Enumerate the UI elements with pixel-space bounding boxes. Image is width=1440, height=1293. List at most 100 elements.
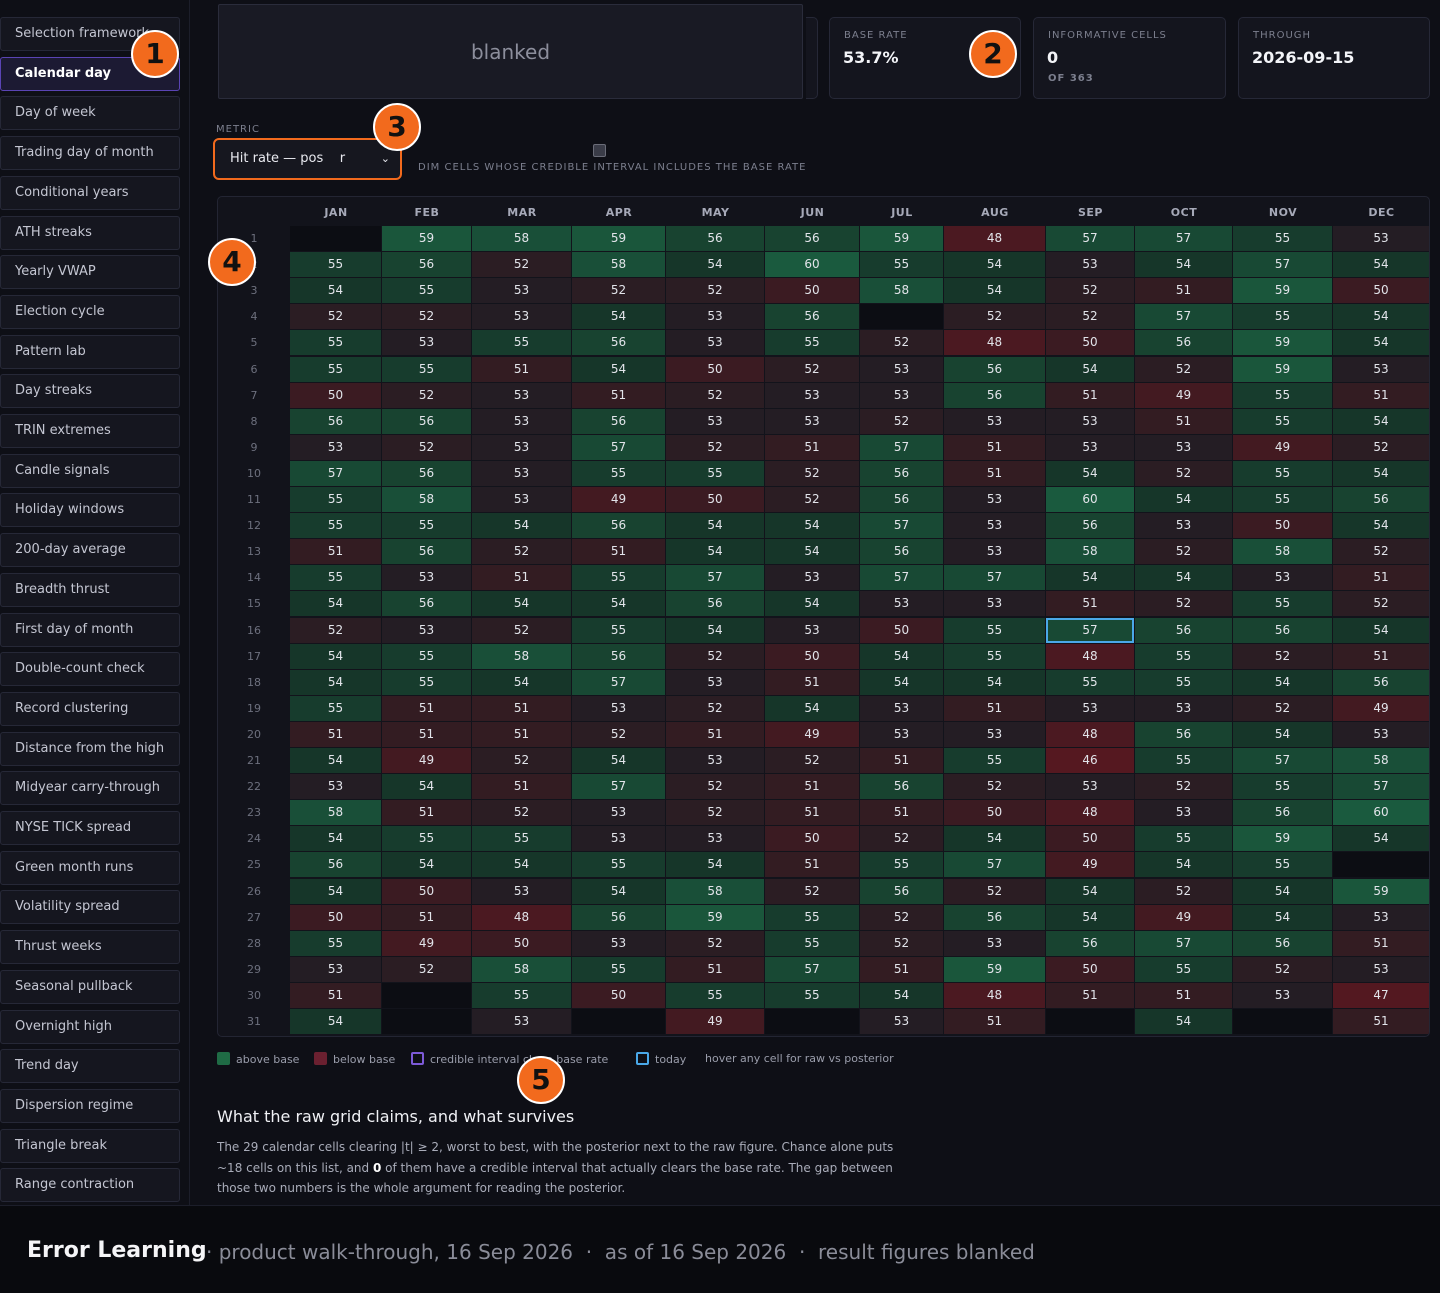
heatmap-cell[interactable]: 51 [1135,408,1232,434]
heatmap-cell[interactable]: 54 [1333,513,1429,539]
heatmap-cell[interactable]: 51 [290,721,381,747]
heatmap-cell[interactable]: 53 [1046,252,1134,278]
heatmap-cell[interactable]: 54 [1233,878,1332,904]
heatmap-cell[interactable]: 59 [1233,826,1332,852]
heatmap-cell[interactable]: 57 [572,434,665,460]
sidebar-item[interactable]: Volatility spread [0,890,180,925]
heatmap-cell[interactable]: 52 [290,617,381,643]
heatmap-cell[interactable]: 55 [1233,852,1332,878]
heatmap-cell[interactable]: 56 [1333,669,1429,695]
heatmap-cell[interactable]: 55 [382,278,471,304]
heatmap-cell[interactable]: 53 [1333,356,1429,382]
sidebar-item[interactable]: Breadth thrust [0,572,180,607]
heatmap-cell[interactable]: 52 [1233,695,1332,721]
heatmap-cell[interactable]: 55 [765,330,859,356]
heatmap-cell[interactable]: 52 [472,617,571,643]
heatmap-cell[interactable]: 54 [472,591,571,617]
heatmap-cell[interactable]: 54 [1333,826,1429,852]
heatmap-cell[interactable]: 54 [1046,565,1134,591]
heatmap-cell[interactable]: 53 [666,748,764,774]
heatmap-cell[interactable]: 51 [382,695,471,721]
heatmap-cell[interactable]: 57 [860,513,943,539]
heatmap-cell[interactable]: 59 [1233,278,1332,304]
heatmap-cell[interactable]: 53 [472,487,571,513]
heatmap-cell[interactable]: 54 [290,278,381,304]
heatmap-cell[interactable]: 55 [382,356,471,382]
heatmap-cell[interactable]: 55 [1233,487,1332,513]
heatmap-cell[interactable]: 50 [1333,278,1429,304]
heatmap-cell[interactable]: 52 [860,826,943,852]
heatmap-cell[interactable]: 49 [1046,852,1134,878]
heatmap-cell[interactable]: 54 [472,852,571,878]
heatmap-cell[interactable]: 48 [1046,800,1134,826]
heatmap-cell[interactable]: 56 [1333,487,1429,513]
heatmap-cell[interactable]: 52 [666,434,764,460]
heatmap-cell[interactable]: 53 [472,434,571,460]
heatmap-cell[interactable]: 53 [944,513,1045,539]
heatmap-cell[interactable]: 54 [944,826,1045,852]
heatmap-cell[interactable]: 55 [860,852,943,878]
heatmap-cell[interactable]: 51 [1333,930,1429,956]
sidebar-item[interactable]: ATH streaks [0,215,180,250]
sidebar-item[interactable]: Holiday windows [0,493,180,528]
heatmap-cell[interactable]: 53 [860,382,943,408]
heatmap-cell[interactable]: 54 [1333,330,1429,356]
sidebar-item[interactable]: Trading day of month [0,136,180,171]
heatmap-cell[interactable]: 51 [1135,982,1232,1008]
heatmap-cell[interactable]: 55 [572,617,665,643]
heatmap-cell[interactable]: 52 [1233,643,1332,669]
heatmap-cell[interactable]: 55 [290,487,381,513]
heatmap-cell[interactable]: 55 [572,460,665,486]
heatmap-cell[interactable]: 52 [1333,539,1429,565]
heatmap-cell[interactable]: 51 [944,460,1045,486]
heatmap-cell[interactable]: 54 [666,252,764,278]
heatmap-cell[interactable]: 49 [1333,695,1429,721]
sidebar-item[interactable]: First day of month [0,612,180,647]
heatmap-cell[interactable]: 53 [472,278,571,304]
heatmap-cell[interactable]: 54 [1233,721,1332,747]
heatmap-cell[interactable]: 60 [765,252,859,278]
heatmap-cell[interactable]: 51 [944,434,1045,460]
heatmap-cell[interactable]: 50 [1233,513,1332,539]
heatmap-cell[interactable]: 58 [666,878,764,904]
heatmap-cell[interactable]: 56 [572,330,665,356]
heatmap-cell[interactable]: 48 [1046,643,1134,669]
heatmap-cell[interactable]: 55 [290,330,381,356]
heatmap-cell[interactable]: 55 [572,852,665,878]
heatmap-cell[interactable]: 49 [572,487,665,513]
heatmap-cell[interactable]: 54 [290,826,381,852]
heatmap-cell[interactable]: 54 [765,513,859,539]
heatmap-cell[interactable]: 54 [1135,565,1232,591]
heatmap-cell[interactable]: 55 [1233,408,1332,434]
heatmap-cell[interactable]: 51 [765,774,859,800]
heatmap-cell[interactable]: 52 [765,356,859,382]
sidebar-item[interactable]: Trend day [0,1049,180,1084]
sidebar-item[interactable]: Distance from the high [0,731,180,766]
heatmap-cell[interactable]: 51 [1046,591,1134,617]
sidebar-item[interactable]: 200-day average [0,533,180,568]
heatmap-cell[interactable]: 54 [572,878,665,904]
heatmap-cell[interactable]: 55 [1233,226,1332,252]
heatmap-cell[interactable]: 55 [1233,774,1332,800]
heatmap-cell[interactable]: 53 [1135,800,1232,826]
heatmap-cell[interactable]: 53 [1233,565,1332,591]
heatmap-cell[interactable]: 59 [666,904,764,930]
heatmap-cell[interactable]: 52 [472,252,571,278]
heatmap-cell[interactable]: 56 [572,408,665,434]
heatmap-cell[interactable]: 57 [860,434,943,460]
sidebar-item[interactable]: Pattern lab [0,334,180,369]
heatmap-cell[interactable]: 55 [1233,304,1332,330]
heatmap-cell[interactable]: 51 [472,565,571,591]
heatmap-cell[interactable]: 56 [1046,513,1134,539]
heatmap-cell[interactable]: 56 [1233,930,1332,956]
heatmap-cell[interactable]: 51 [290,539,381,565]
heatmap-cell[interactable]: 56 [382,539,471,565]
sidebar-item[interactable]: TRIN extremes [0,414,180,448]
heatmap-cell[interactable]: 48 [944,226,1045,252]
heatmap-cell[interactable]: 59 [860,226,943,252]
heatmap-cell[interactable]: 57 [1135,930,1232,956]
heatmap-cell[interactable]: 56 [382,408,471,434]
heatmap-cell[interactable]: 52 [860,930,943,956]
heatmap-cell[interactable]: 55 [944,643,1045,669]
heatmap-cell[interactable]: 57 [765,956,859,982]
